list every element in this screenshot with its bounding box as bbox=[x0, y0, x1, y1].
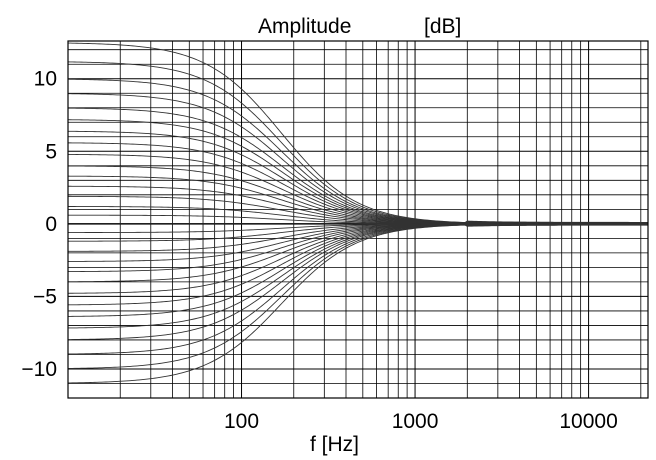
chart-title-text: Amplitude bbox=[258, 15, 351, 38]
curve-series-20 bbox=[67, 223, 648, 273]
x-tick-label: 100 bbox=[224, 410, 259, 433]
x-tick-label: 1000 bbox=[392, 410, 439, 433]
x-axis-label: f [Hz] bbox=[310, 433, 359, 456]
curve-series-29 bbox=[67, 224, 648, 384]
curve-series-10 bbox=[67, 175, 648, 224]
plot-frame bbox=[67, 40, 649, 399]
chart-title-unit: [dB] bbox=[424, 15, 461, 38]
curve-series-23 bbox=[67, 224, 648, 306]
curve-series-1 bbox=[67, 61, 648, 224]
curve-series-27 bbox=[67, 224, 648, 355]
curve-series-7 bbox=[67, 142, 648, 224]
curve-series-0 bbox=[67, 42, 648, 223]
x-tick-label: 10000 bbox=[559, 410, 617, 433]
y-tick-label: 5 bbox=[45, 140, 57, 163]
x-axis-ticks: 100 1000 10000 bbox=[224, 410, 618, 433]
curve-series-5 bbox=[67, 119, 648, 224]
y-axis-ticks: 10 5 0 −5 −10 bbox=[21, 68, 57, 381]
curve-series-25 bbox=[67, 224, 648, 329]
y-tick-label: 0 bbox=[45, 213, 57, 236]
y-tick-label: −10 bbox=[21, 358, 57, 381]
curve-series-3 bbox=[67, 93, 648, 224]
curves bbox=[67, 42, 649, 384]
chart-title: Amplitude [dB] bbox=[258, 15, 461, 38]
y-tick-label: 10 bbox=[34, 68, 57, 91]
y-tick-label: −5 bbox=[33, 285, 57, 308]
